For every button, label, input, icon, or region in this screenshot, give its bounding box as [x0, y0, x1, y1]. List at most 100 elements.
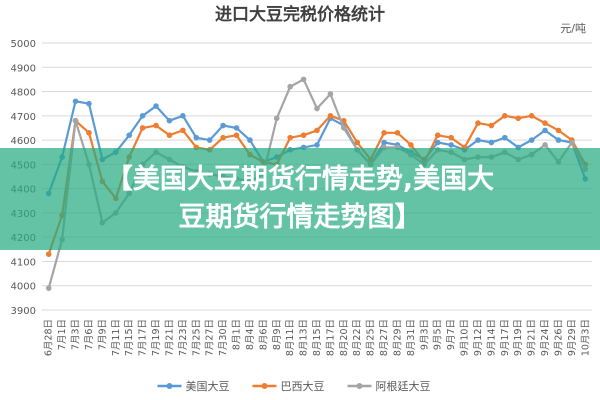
point: [180, 113, 186, 119]
point: [220, 122, 226, 129]
x-tick-label: 7月15日: [124, 319, 135, 356]
x-tick-label: 9月3日: [419, 319, 430, 350]
x-tick-label: 7月30日: [218, 319, 229, 356]
x-tick-label: 9月17日: [500, 319, 511, 356]
legend-label: 巴西大豆: [281, 379, 325, 393]
x-tick-label: 9月21日: [527, 319, 538, 356]
point: [180, 127, 186, 134]
point: [448, 142, 454, 148]
x-tick-label: 7月25日: [191, 319, 202, 356]
x-tick-label: 7月27日: [205, 319, 216, 356]
point: [408, 142, 414, 148]
point: [475, 120, 481, 126]
point: [314, 105, 320, 112]
point: [193, 134, 200, 141]
x-tick-label: 9月14日: [486, 319, 497, 356]
point: [314, 127, 320, 134]
point: [233, 125, 240, 131]
x-tick-label: 8月9日: [272, 319, 283, 350]
y-tick-label: 4800: [11, 88, 36, 99]
x-tick-label: 6月28日: [44, 319, 55, 356]
point: [475, 137, 481, 143]
point: [45, 285, 52, 291]
banner-line: 【美国大豆期货行情走势,美国大: [105, 164, 495, 195]
x-tick-label: 9月24日: [540, 319, 551, 356]
legend-label: 阿根廷大豆: [376, 379, 431, 393]
legend-marker: [166, 383, 173, 389]
x-tick-label: 10月3日: [580, 319, 591, 356]
point: [327, 113, 334, 119]
x-tick-label: 8月15日: [312, 319, 323, 356]
point: [206, 137, 213, 143]
y-tick-label: 4700: [11, 112, 36, 123]
y-tick-label: 4000: [11, 282, 36, 293]
unit-label: 元/吨: [560, 22, 586, 35]
point: [139, 113, 146, 119]
point: [354, 139, 361, 146]
point: [166, 117, 173, 124]
point: [502, 113, 508, 119]
legend-label: 美国大豆: [186, 379, 230, 393]
banner-line: 豆期货行情走势图】: [178, 202, 422, 233]
point: [72, 98, 79, 105]
point: [515, 115, 522, 122]
x-tick-label: 9月19日: [513, 319, 524, 356]
x-tick-label: 8月25日: [366, 319, 377, 356]
x-tick-label: 8月31日: [406, 319, 417, 356]
x-tick-label: 7月23日: [178, 319, 189, 356]
point: [381, 139, 387, 146]
x-tick-label: 8月1日: [232, 319, 243, 350]
point: [488, 139, 495, 146]
x-tick-label: 8月17日: [325, 319, 336, 356]
point: [314, 142, 320, 148]
point: [45, 251, 52, 257]
x-tick-label: 8月6日: [258, 319, 269, 350]
point: [448, 134, 454, 141]
point: [381, 130, 387, 136]
point: [394, 130, 401, 136]
y-tick-label: 5000: [11, 39, 36, 50]
y-tick-label: 4100: [11, 257, 36, 268]
point: [341, 125, 347, 131]
point: [569, 139, 575, 146]
point: [86, 130, 92, 136]
point: [555, 137, 562, 143]
x-tick-label: 8月4日: [245, 319, 256, 350]
chart-title: 进口大豆完税价格统计: [215, 4, 385, 25]
legend-marker: [261, 383, 268, 389]
point: [488, 122, 495, 129]
x-tick-label: 9月5日: [433, 319, 444, 350]
point: [126, 132, 132, 139]
x-tick-label: 8月11日: [285, 319, 296, 356]
point: [86, 100, 92, 107]
point: [287, 83, 293, 90]
point: [528, 137, 535, 143]
x-tick-label: 8月22日: [352, 319, 363, 356]
point: [327, 91, 334, 97]
point: [273, 115, 280, 122]
point: [300, 76, 307, 83]
x-tick-label: 8月13日: [299, 319, 310, 356]
x-tick-label: 7月11日: [111, 319, 122, 356]
x-tick-label: 7月3日: [71, 319, 82, 350]
legend-marker: [356, 383, 363, 389]
x-tick-label: 7月1日: [57, 319, 68, 350]
point: [166, 132, 173, 139]
point: [555, 127, 562, 134]
point: [220, 134, 226, 141]
point: [153, 103, 159, 109]
point: [72, 117, 79, 124]
y-tick-label: 4600: [11, 136, 36, 147]
x-tick-label: 7月9日: [97, 319, 108, 350]
x-tick-label: 7月6日: [84, 319, 95, 350]
x-tick-label: 7月17日: [138, 319, 149, 356]
point: [528, 113, 535, 119]
point: [153, 122, 159, 129]
x-tick-label: 8月29日: [392, 319, 403, 356]
point: [542, 127, 548, 134]
point: [542, 142, 548, 148]
x-tick-label: 7月19日: [151, 319, 162, 356]
x-tick-label: 9月7日: [446, 319, 457, 350]
point: [542, 120, 548, 126]
